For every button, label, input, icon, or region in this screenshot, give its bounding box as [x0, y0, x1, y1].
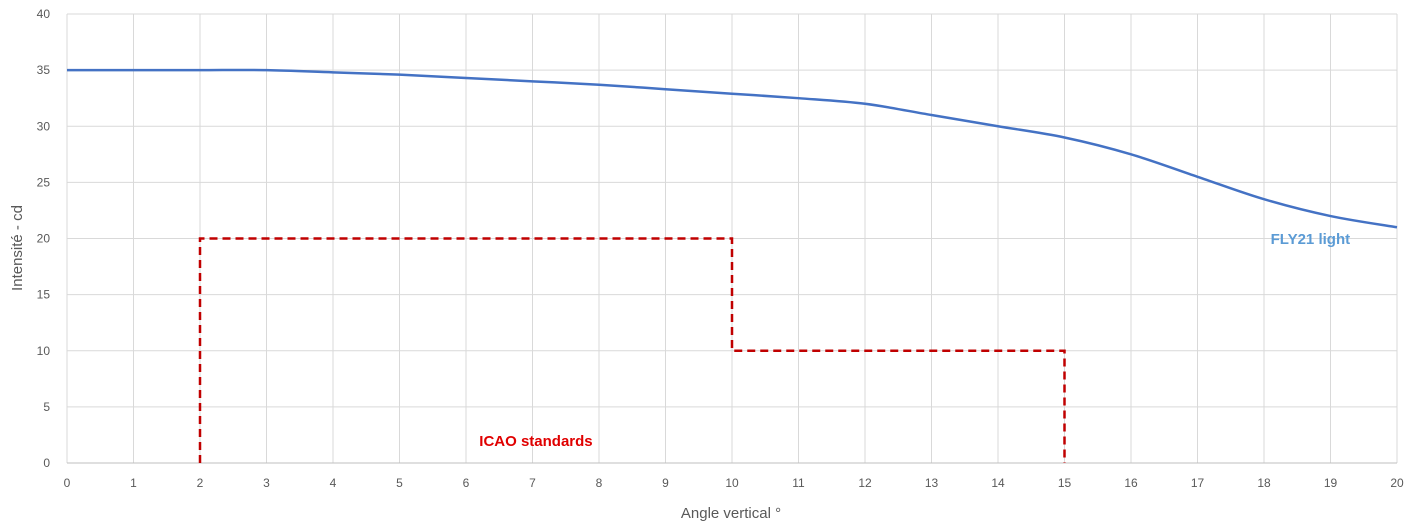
- chart-ticks: 0 1 2 3 4 5 6 7 8 9 10 11 12 13 14 15 16 17 18 19 2005101520…: [37, 7, 1404, 490]
- x-tick-label: 11: [792, 476, 805, 490]
- y-tick-label: 30: [37, 119, 51, 133]
- x-tick-label: 4: [330, 476, 337, 490]
- x-tick-label: 0: [64, 476, 71, 490]
- x-tick-label: 18: [1257, 476, 1271, 490]
- y-axis-title: Intensité - cd: [9, 205, 26, 291]
- x-tick-label: 16: [1124, 476, 1138, 490]
- x-tick-label: 9: [662, 476, 669, 490]
- y-tick-label: 10: [37, 344, 51, 358]
- x-tick-label: 1: [130, 476, 137, 490]
- x-tick-label: 19: [1324, 476, 1338, 490]
- x-tick-label: 5: [396, 476, 403, 490]
- y-tick-label: 35: [37, 63, 51, 77]
- x-tick-label: 2: [197, 476, 204, 490]
- y-tick-label: 20: [37, 232, 51, 246]
- icao-standards-label: ICAO standards: [479, 433, 592, 450]
- y-tick-label: 5: [43, 400, 50, 414]
- chart-annotations: FLY21 light ICAO standards: [479, 231, 1350, 450]
- y-tick-label: 0: [43, 456, 50, 470]
- x-tick-label: 20: [1390, 476, 1404, 490]
- y-tick-label: 40: [37, 7, 51, 21]
- x-tick-label: 3: [263, 476, 270, 490]
- x-tick-label: 13: [925, 476, 939, 490]
- icao-standards-line: [198, 237, 1066, 463]
- fly21-light-label: FLY21 light: [1271, 231, 1350, 248]
- chart-series: [67, 68, 1398, 463]
- x-tick-label: 15: [1058, 476, 1072, 490]
- y-tick-label: 15: [37, 288, 51, 302]
- x-tick-label: 6: [463, 476, 470, 490]
- x-tick-label: 17: [1191, 476, 1205, 490]
- x-tick-label: 7: [529, 476, 536, 490]
- x-tick-label: 10: [725, 476, 739, 490]
- fly21-light-line: [67, 68, 1398, 229]
- y-tick-label: 25: [37, 175, 51, 189]
- x-tick-label: 8: [596, 476, 603, 490]
- x-tick-label: 14: [991, 476, 1005, 490]
- x-axis-title: Angle vertical °: [681, 505, 781, 522]
- x-tick-label: 12: [858, 476, 872, 490]
